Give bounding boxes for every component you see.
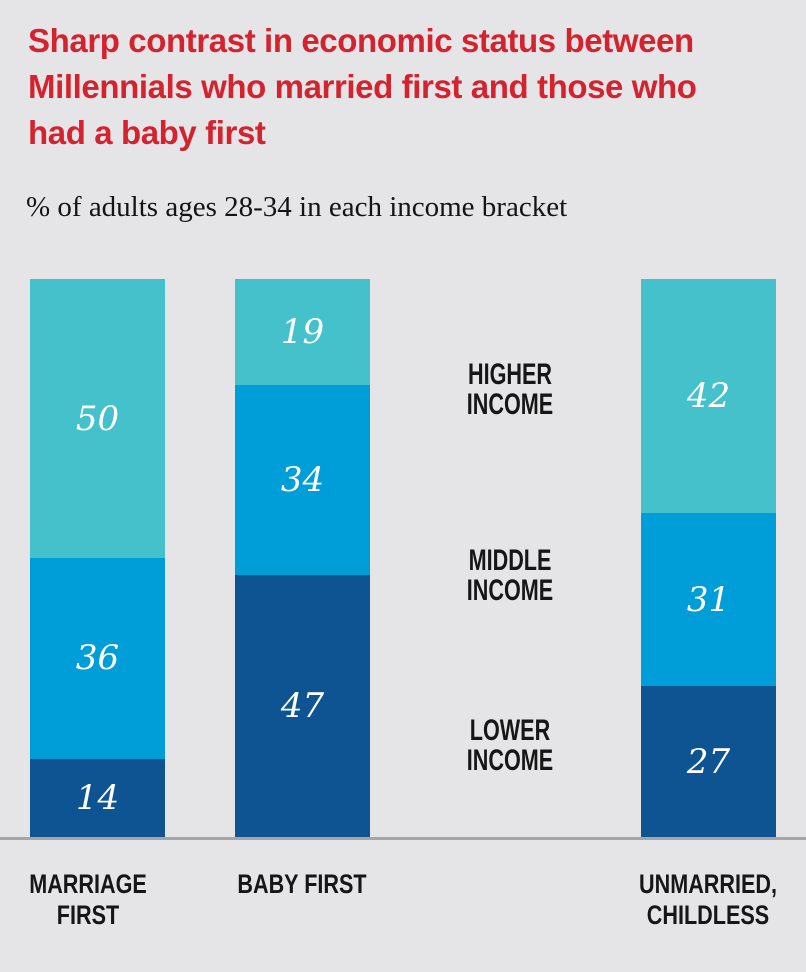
income-bracket-label-middle: MIDDLE INCOME [431,546,589,606]
chart-title-line-3: had a baby first [28,114,266,151]
category-label-line: CHILDLESS [646,900,770,930]
bar-segment: 27 [641,686,776,837]
bar-value-label: 36 [75,638,120,679]
income-bracket-label-line: HIGHER [467,358,553,391]
chart-title-line-2: Millennials who married first and those … [28,68,697,105]
category-label-line: BABY FIRST [237,869,367,899]
bar-value-label: 31 [686,579,731,620]
bar-segment: 47 [235,574,370,837]
category-label-line: MARRIAGE [29,869,147,899]
income-bracket-label-line: INCOME [466,744,554,777]
bar-segment: 34 [235,385,370,575]
bar-segment: 14 [30,758,165,837]
bar-segment: 42 [641,279,776,514]
bar-segment: 31 [641,513,776,687]
income-bracket-label-lower: LOWER INCOME [431,716,589,776]
chart-title-line-1: Sharp contrast in economic status betwee… [28,22,694,59]
stacked-bar: 42 31 27 [641,279,776,837]
category-label-unmarried-childless: UNMARRIED, CHILDLESS [628,869,788,931]
income-bracket-label-line: LOWER [469,714,551,747]
income-bracket-label-line: MIDDLE [468,544,552,577]
bar-segment: 36 [30,558,165,759]
bar-segment: 50 [30,279,165,558]
category-label-marriage-first: MARRIAGE FIRST [8,869,168,931]
bar-value-label: 14 [75,777,120,818]
category-label-baby-first: BABY FIRST [222,869,382,900]
income-bracket-label-line: INCOME [466,388,554,421]
income-bracket-label-higher: HIGHER INCOME [431,360,589,420]
stacked-bar: 19 34 47 [235,279,370,837]
bar-segment: 19 [235,279,370,386]
stacked-bar: 50 36 14 [30,279,165,837]
chart-title: Sharp contrast in economic status betwee… [28,18,697,156]
category-label-line: UNMARRIED, [639,869,777,899]
income-bracket-label-line: INCOME [466,574,554,607]
bar-value-label: 19 [280,312,325,352]
bar-value-label: 47 [280,685,325,726]
bar-value-label: 27 [686,741,731,782]
x-axis-baseline [0,837,806,840]
bar-value-label: 50 [75,398,120,439]
bar-value-label: 34 [280,459,325,500]
chart-subtitle: % of adults ages 28-34 in each income br… [26,191,568,223]
category-label-line: FIRST [56,900,120,930]
bar-value-label: 42 [686,376,731,417]
